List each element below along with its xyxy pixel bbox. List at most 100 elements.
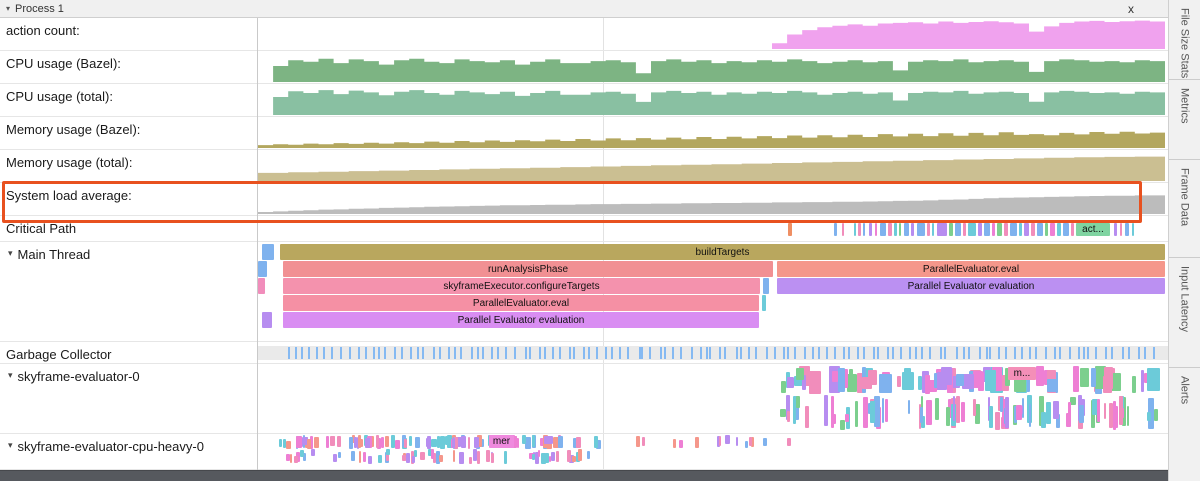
trace-slice[interactable] (258, 278, 265, 294)
trace-slice[interactable] (781, 380, 786, 394)
trace-slice[interactable] (1132, 223, 1134, 236)
trace-slice[interactable] (550, 451, 556, 462)
slice-skyframeexecutor-configuretargets[interactable]: skyframeExecutor.configureTargets (283, 278, 760, 294)
trace-slice[interactable] (1067, 401, 1072, 423)
trace-slice[interactable] (409, 435, 412, 446)
trace-slice[interactable] (1147, 367, 1160, 391)
trace-slice[interactable] (751, 437, 754, 447)
trace-slice[interactable] (575, 437, 581, 448)
slice-parallelevaluator-eval[interactable]: ParallelEvaluator.eval (283, 295, 759, 311)
collapse-arrow-icon[interactable]: ▾ (6, 3, 11, 13)
trace-slice[interactable] (313, 437, 320, 448)
trace-slice[interactable] (439, 435, 446, 449)
trace-slice[interactable] (884, 399, 888, 422)
trace-slice[interactable] (972, 398, 976, 417)
trace-slice[interactable] (1090, 367, 1097, 387)
trace-slice[interactable] (735, 437, 739, 447)
trace-slice[interactable] (955, 374, 965, 386)
trace-slice[interactable] (385, 449, 390, 462)
trace-slice[interactable] (963, 223, 966, 236)
trace-slice[interactable] (919, 407, 924, 424)
trace-slice[interactable] (1114, 406, 1119, 429)
trace-slice[interactable] (294, 455, 298, 463)
trace-slice[interactable] (1103, 366, 1113, 389)
trace-slice[interactable] (932, 223, 934, 236)
track-cpu-bazel[interactable] (258, 51, 1168, 84)
trace-slice[interactable] (824, 395, 828, 426)
trace-slice[interactable] (795, 396, 800, 408)
slice-mer[interactable]: mer (489, 435, 514, 448)
trace-slice[interactable] (839, 419, 846, 430)
track-action-count[interactable] (258, 18, 1168, 51)
trace-slice[interactable] (539, 438, 544, 447)
trace-slice[interactable] (348, 436, 353, 449)
trace-slice[interactable] (999, 397, 1003, 412)
trace-slice[interactable] (978, 223, 982, 236)
trace-slice[interactable] (390, 435, 395, 448)
trace-slice[interactable] (435, 451, 440, 464)
trace-slice[interactable] (1079, 404, 1084, 424)
trace-slice[interactable] (457, 437, 461, 447)
trace-slice[interactable] (571, 455, 576, 463)
trace-slice[interactable] (458, 452, 464, 464)
trace-slice[interactable] (468, 457, 472, 464)
trace-slice[interactable] (541, 452, 546, 464)
trace-slice[interactable] (847, 373, 858, 393)
trace-slice[interactable] (788, 223, 792, 236)
trace-slice[interactable] (635, 435, 641, 447)
trace-slice[interactable] (934, 397, 939, 420)
trace-slice[interactable] (952, 396, 955, 422)
trace-slice[interactable] (804, 405, 809, 429)
trace-slice[interactable] (534, 452, 540, 464)
trace-slice[interactable] (843, 368, 849, 388)
trace-slice[interactable] (461, 436, 467, 448)
trace-slice[interactable] (1046, 378, 1057, 392)
trace-slice[interactable] (879, 373, 892, 393)
trace-slice[interactable] (299, 449, 305, 458)
trace-slice[interactable] (992, 223, 995, 236)
trace-slice[interactable] (1004, 223, 1008, 236)
trace-slice[interactable] (1122, 408, 1125, 418)
trace-slice[interactable] (1125, 223, 1129, 236)
trace-slice[interactable] (1037, 223, 1043, 236)
trace-slice[interactable] (486, 449, 490, 463)
slice-parallelevaluator-eval[interactable]: ParallelEvaluator.eval (777, 261, 1165, 277)
trace-slice[interactable] (968, 223, 976, 236)
track-label-skyframe-evaluator-0[interactable]: ▾ skyframe-evaluator-0 (0, 364, 257, 434)
trace-slice[interactable] (988, 405, 994, 429)
trace-slice[interactable] (1046, 402, 1051, 424)
trace-slice[interactable] (881, 397, 884, 423)
trace-slice[interactable] (854, 223, 856, 236)
trace-slice[interactable] (802, 375, 807, 390)
trace-slice[interactable] (525, 437, 531, 449)
trace-slice[interactable] (553, 436, 559, 449)
trace-slice[interactable] (513, 437, 518, 448)
trace-slice[interactable] (395, 440, 400, 449)
trace-slice[interactable] (904, 223, 909, 236)
trace-slice[interactable] (593, 435, 598, 449)
trace-slice[interactable] (377, 454, 382, 463)
slice-parallel-evaluator-evaluation[interactable]: Parallel Evaluator evaluation (777, 278, 1165, 294)
trace-slice[interactable] (786, 395, 791, 420)
trace-slice[interactable] (1005, 367, 1011, 387)
trace-slice[interactable] (431, 449, 434, 459)
trace-slice[interactable] (867, 369, 877, 386)
trace-slice[interactable] (402, 435, 406, 448)
trace-slice[interactable] (359, 451, 362, 464)
trace-slice[interactable] (1039, 395, 1045, 426)
trace-slice[interactable] (1053, 400, 1059, 420)
trace-slice[interactable] (947, 398, 953, 419)
trace-slice[interactable] (845, 414, 849, 423)
trace-slice[interactable] (364, 437, 370, 448)
trace-slice[interactable] (787, 410, 791, 422)
trace-slice[interactable] (672, 438, 676, 448)
trace-slice[interactable] (763, 278, 769, 294)
trace-slice[interactable] (1118, 395, 1123, 425)
trace-slice[interactable] (376, 438, 382, 449)
rail-tab-alerts[interactable]: Alerts (1169, 368, 1200, 481)
trace-slice[interactable] (1070, 396, 1076, 405)
trace-slice[interactable] (842, 223, 844, 236)
trace-slice[interactable] (927, 223, 930, 236)
trace-slice[interactable] (787, 376, 795, 389)
trace-slice[interactable] (401, 454, 407, 462)
